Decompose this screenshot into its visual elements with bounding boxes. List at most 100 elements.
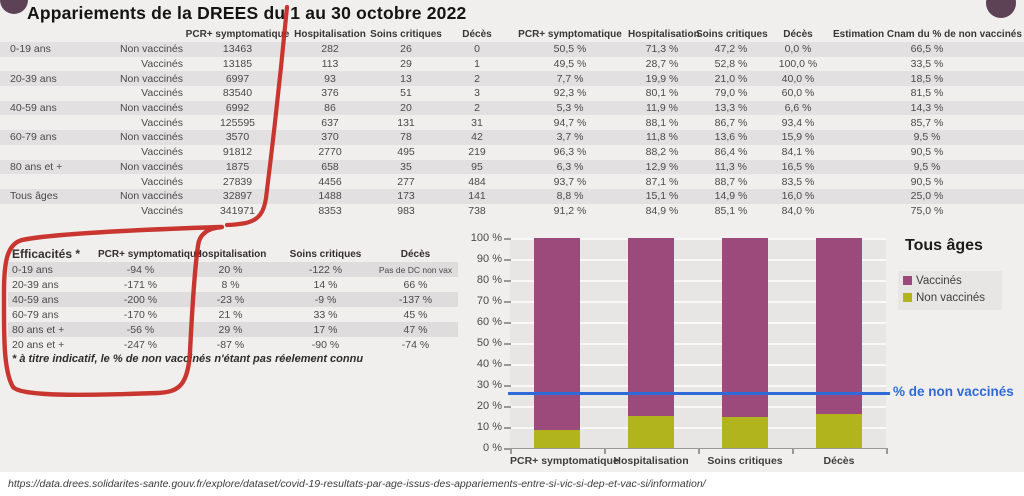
count-cell: 32897 [222, 190, 253, 203]
efficacy-value-cell: -171 % [123, 278, 158, 291]
age-group-cell: 40-59 ans [10, 102, 57, 115]
age-group-cell: 0-19 ans [10, 43, 51, 56]
bar-segment-non-vaccines [534, 429, 580, 448]
estimation-cell: 66,5 % [910, 43, 944, 56]
vaccination-status-cell: Vaccinés [141, 116, 183, 129]
age-group-cell: 80 ans et + [10, 160, 63, 173]
x-axis-tick [698, 449, 700, 454]
legend-label: Vaccinés [916, 275, 962, 287]
vaccination-status-cell: Non vaccinés [119, 131, 183, 144]
efficacy-value-cell: 8 % [221, 278, 240, 291]
vaccination-status-cell: Non vaccinés [119, 190, 183, 203]
efficacy-value-cell: 29 % [218, 323, 243, 336]
age-group-cell: 60-79 ans [10, 131, 57, 144]
percent-cell: 84,1 % [781, 146, 815, 159]
column-header-pct: Hospitalisation [628, 29, 700, 40]
efficacy-row: 20 ans et + -247 % -87 % -90 % -74 % [8, 337, 458, 352]
source-url-link[interactable]: https://data.drees.solidarites-sante.gou… [8, 478, 706, 490]
count-cell: 42 [471, 131, 483, 144]
percent-cell: 12,9 % [645, 160, 679, 173]
table-row: Vaccinés 125595 637 131 31 94,7 % 88,1 % 86,7 %… [0, 115, 1024, 130]
x-axis-tick [604, 449, 606, 454]
percent-cell: 71,3 % [645, 43, 679, 56]
count-cell: 3570 [225, 131, 250, 144]
count-cell: 95 [471, 160, 483, 173]
efficacy-value-cell: -90 % [311, 338, 340, 351]
gridline [510, 259, 886, 261]
y-axis-tick-label: 80 % [476, 274, 502, 286]
count-cell: 13463 [222, 43, 253, 56]
percent-cell: 88,7 % [714, 175, 748, 188]
table-row: Vaccinés 91812 2770 495 219 96,3 % 88,2 % 86,4 … [0, 145, 1024, 160]
percent-cell: 91,2 % [553, 204, 587, 217]
efficacy-age-cell: 60-79 ans [12, 308, 59, 321]
count-cell: 141 [468, 190, 486, 203]
percent-cell: 86,7 % [714, 116, 748, 129]
estimation-cell: 25,0 % [910, 190, 944, 203]
y-axis-tick [504, 259, 511, 261]
estimation-cell: 85,7 % [910, 116, 944, 129]
percent-cell: 84,9 % [645, 204, 679, 217]
gridline [510, 427, 886, 429]
percent-cell: 47,2 % [714, 43, 748, 56]
count-cell: 2 [474, 72, 480, 85]
percent-cell: 88,1 % [645, 116, 679, 129]
gridline [510, 238, 886, 240]
x-axis-tick [886, 449, 888, 454]
column-header-estimation: Estimation Cnam du % de non vaccinés [833, 29, 1022, 40]
table-row: 40-59 ans Non vaccinés 6992 86 20 2 5,3 % 11,9 … [0, 100, 1024, 116]
y-axis-tick [504, 280, 511, 282]
efficacy-age-cell: 20 ans et + [12, 338, 65, 351]
column-header-pct: Soins critiques [696, 29, 768, 40]
efficacy-row: 80 ans et + -56 % 29 % 17 % 47 % [8, 322, 458, 337]
bar-segment-non-vaccines [722, 416, 768, 448]
table-row: 0-19 ans Non vaccinés 13463 282 26 0 50,5 % 71,… [0, 42, 1024, 57]
column-header: Décès [462, 29, 492, 40]
y-axis-tick [504, 385, 511, 387]
count-cell: 2770 [318, 146, 342, 159]
vaccination-status-cell: Vaccinés [141, 146, 183, 159]
efficacy-value-cell: -137 % [398, 293, 433, 306]
efficacy-value-cell: -247 % [123, 338, 158, 351]
percent-cell: 85,1 % [714, 204, 748, 217]
count-cell: 131 [397, 116, 415, 129]
column-header: Soins critiques [370, 29, 442, 40]
percent-cell: 94,7 % [553, 116, 587, 129]
estimation-cell: 81,5 % [910, 87, 944, 100]
column-header: PCR+ symptomatique [185, 29, 290, 40]
age-group-cell: 20-39 ans [10, 72, 57, 85]
efficacy-value-cell: -56 % [126, 323, 155, 336]
gridline [510, 343, 886, 345]
table-row: Vaccinés 13185 113 29 1 49,5 % 28,7 % 52,8 % 100… [0, 57, 1024, 72]
efficacy-age-cell: 0-19 ans [12, 263, 53, 276]
gridline [510, 301, 886, 303]
count-cell: 637 [321, 116, 339, 129]
estimation-cell: 75,0 % [910, 204, 944, 217]
x-axis-category-label: PCR+ symptomatique [510, 455, 619, 467]
count-cell: 4456 [318, 175, 342, 188]
y-axis-tick-label: 30 % [476, 379, 502, 391]
percent-cell: 13,3 % [714, 102, 748, 115]
efficacites-footnote: * à titre indicatif, le % de non vacciné… [12, 353, 364, 365]
count-cell: 51 [400, 87, 412, 100]
vaccination-status-cell: Non vaccinés [119, 102, 183, 115]
count-cell: 277 [397, 175, 415, 188]
percent-cell: 83,5 % [781, 175, 815, 188]
vaccination-status-cell: Vaccinés [141, 58, 183, 71]
percent-cell: 11,3 % [715, 160, 747, 173]
percent-cell: 15,9 % [781, 131, 815, 144]
count-cell: 282 [321, 43, 339, 56]
count-cell: 1488 [318, 190, 342, 203]
count-cell: 376 [321, 87, 339, 100]
percent-cell: 28,7 % [645, 58, 679, 71]
bar-segment-vaccines [628, 238, 674, 417]
legend-item: Vaccinés [903, 275, 962, 288]
percent-cell: 40,0 % [781, 72, 815, 85]
percent-cell: 60,0 % [781, 87, 815, 100]
y-axis-tick [504, 301, 511, 303]
efficacy-age-cell: 40-59 ans [12, 293, 59, 306]
efficacy-column-header: Soins critiques [289, 248, 362, 260]
y-axis-tick-label: 90 % [476, 253, 502, 265]
column-header-pct: PCR+ symptomatique [518, 29, 622, 40]
column-header: Hospitalisation [294, 29, 366, 40]
